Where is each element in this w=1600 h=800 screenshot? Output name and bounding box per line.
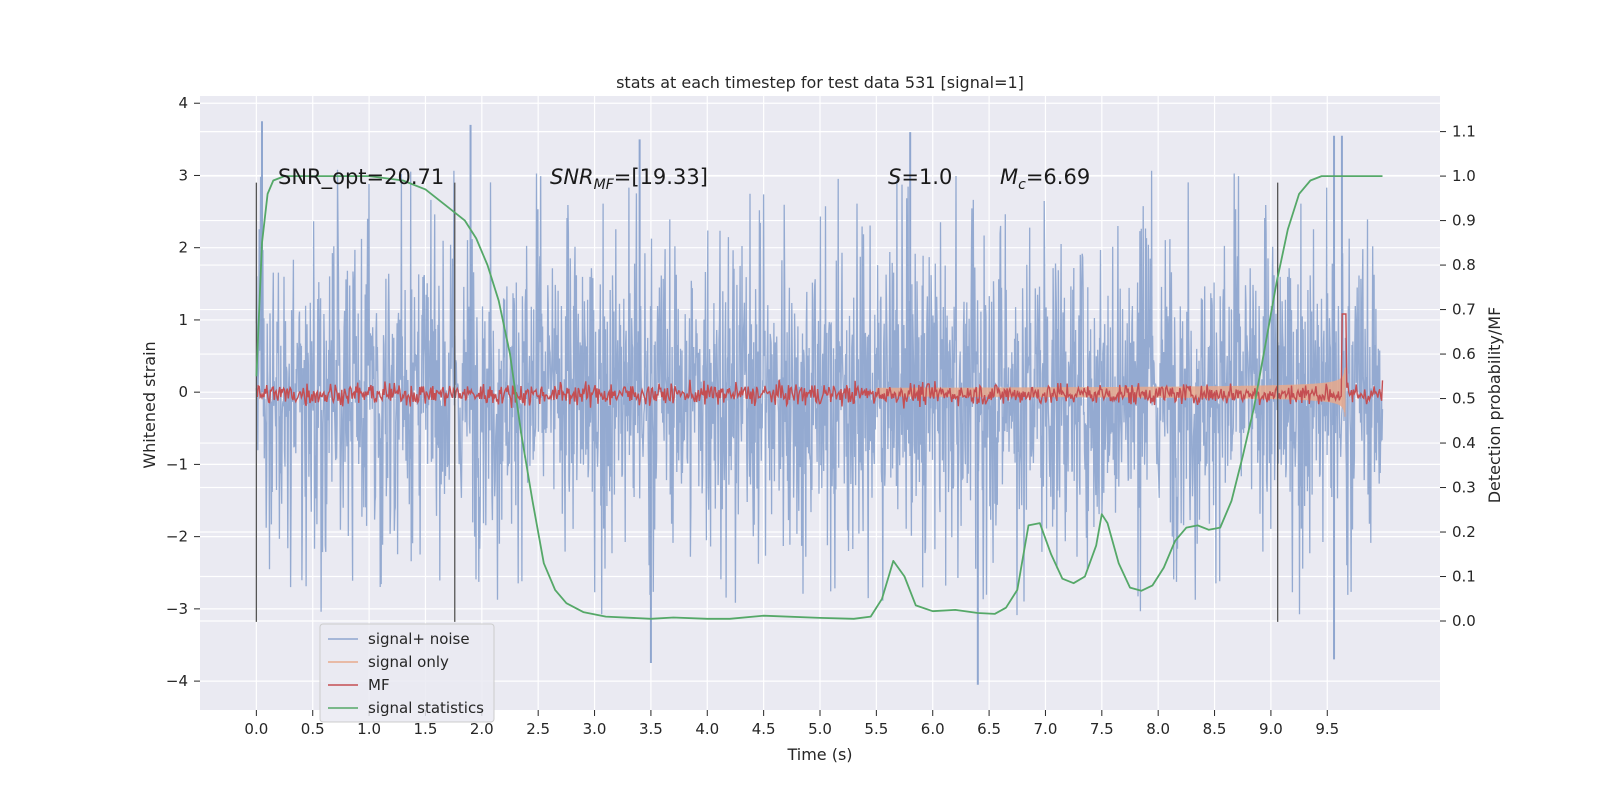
y-right-tick-label: 0.9: [1452, 212, 1476, 230]
y-right-tick-label: 0.3: [1452, 479, 1476, 497]
x-tick-label: 2.0: [470, 720, 494, 738]
y-left-tick-label: 1: [178, 311, 188, 329]
x-tick-label: 9.5: [1315, 720, 1339, 738]
window-markers: [255, 182, 1279, 622]
series-signal-only: [875, 367, 1346, 417]
y-left-tick-label: −4: [166, 672, 188, 690]
signal-only-line: [875, 367, 1346, 417]
signal-statistics-line: [255, 175, 1383, 620]
y-axis-left-label: Whitened strain: [140, 341, 159, 468]
x-tick-label: 1.5: [414, 720, 438, 738]
mc-symbol: M: [1000, 165, 1018, 189]
annotation-mc: Mc=6.69: [1000, 165, 1090, 193]
chart-title: stats at each timestep for test data 531…: [616, 73, 1024, 92]
y-right-tick-label: 0.7: [1452, 301, 1476, 319]
y-right-tick-label: 0.2: [1452, 523, 1476, 541]
snr-mf-symbol: SNR: [550, 165, 594, 189]
x-tick-label: 8.5: [1203, 720, 1227, 738]
x-tick-label: 3.5: [639, 720, 663, 738]
y-left-tick-label: 0: [178, 383, 188, 401]
legend-label-mf: MF: [368, 676, 390, 694]
y-right-tick-label: 0.1: [1452, 568, 1476, 586]
x-tick-label: 5.0: [808, 720, 832, 738]
x-tick-label: 8.0: [1146, 720, 1170, 738]
x-tick-label: 2.5: [526, 720, 550, 738]
x-tick-label: 7.0: [1034, 720, 1058, 738]
mf-line: [255, 313, 1384, 409]
s-symbol: S: [888, 165, 901, 189]
y-right-tick-label: 1.0: [1452, 167, 1476, 185]
axis-ticks: 0.0 0.5 1.0 1.5 2.0 2.5 3.0 3.5 4.0 4.5 5.0 5.5 6.0 6…: [166, 94, 1476, 738]
legend-frame: [319, 623, 495, 723]
y-right-tick-label: 0.6: [1452, 345, 1476, 363]
x-tick-label: 5.5: [864, 720, 888, 738]
y-right-tick-label: 1.1: [1452, 123, 1476, 141]
y-left-tick-label: 2: [178, 239, 188, 257]
y-right-tick-label: 0.5: [1452, 390, 1476, 408]
legend-label-signal-statistics: signal statistics: [368, 699, 484, 717]
snr-mf-value: =[19.33]: [614, 165, 708, 189]
y-left-tick-label: 3: [178, 166, 188, 184]
annotation-snr-mf: SNRMF=[19.33]: [550, 165, 708, 193]
y-right-tick-label: 0.0: [1452, 612, 1476, 630]
y-left-tick-label: −2: [166, 528, 188, 546]
x-tick-label: 7.5: [1090, 720, 1114, 738]
x-tick-label: 1.0: [357, 720, 381, 738]
x-tick-label: 0.0: [244, 720, 268, 738]
x-tick-label: 4.0: [695, 720, 719, 738]
series-signal-noise: [255, 121, 1384, 685]
series-mf: [255, 313, 1384, 409]
mc-value: =6.69: [1026, 165, 1090, 189]
s-value: =1.0: [901, 165, 952, 189]
x-tick-label: 9.0: [1259, 720, 1283, 738]
annotation-snr-opt: SNR_opt=20.71: [278, 165, 444, 190]
series-signal-statistics: [255, 175, 1383, 620]
snr-mf-subscript: MF: [594, 177, 615, 193]
y-right-tick-label: 0.4: [1452, 434, 1476, 452]
x-tick-label: 6.0: [921, 720, 945, 738]
y-left-tick-label: 4: [178, 94, 188, 112]
x-tick-label: 0.5: [301, 720, 325, 738]
legend: signal+ noise signal only MF signal stat…: [319, 623, 495, 723]
y-left-tick-label: −3: [166, 600, 188, 618]
y-left-tick-label: −1: [166, 455, 188, 473]
y-axis-right-label: Detection probability/MF: [1485, 307, 1504, 504]
x-tick-label: 3.0: [583, 720, 607, 738]
legend-label-signal-noise: signal+ noise: [368, 630, 470, 648]
mc-subscript: c: [1018, 177, 1026, 193]
x-axis-label: Time (s): [786, 745, 852, 764]
x-tick-label: 4.5: [752, 720, 776, 738]
legend-label-signal-only: signal only: [368, 653, 449, 671]
annotation-s: S=1.0: [888, 165, 952, 189]
signal-noise-line: [255, 169, 1384, 616]
x-tick-label: 6.5: [977, 720, 1001, 738]
y-right-tick-label: 0.8: [1452, 256, 1476, 274]
